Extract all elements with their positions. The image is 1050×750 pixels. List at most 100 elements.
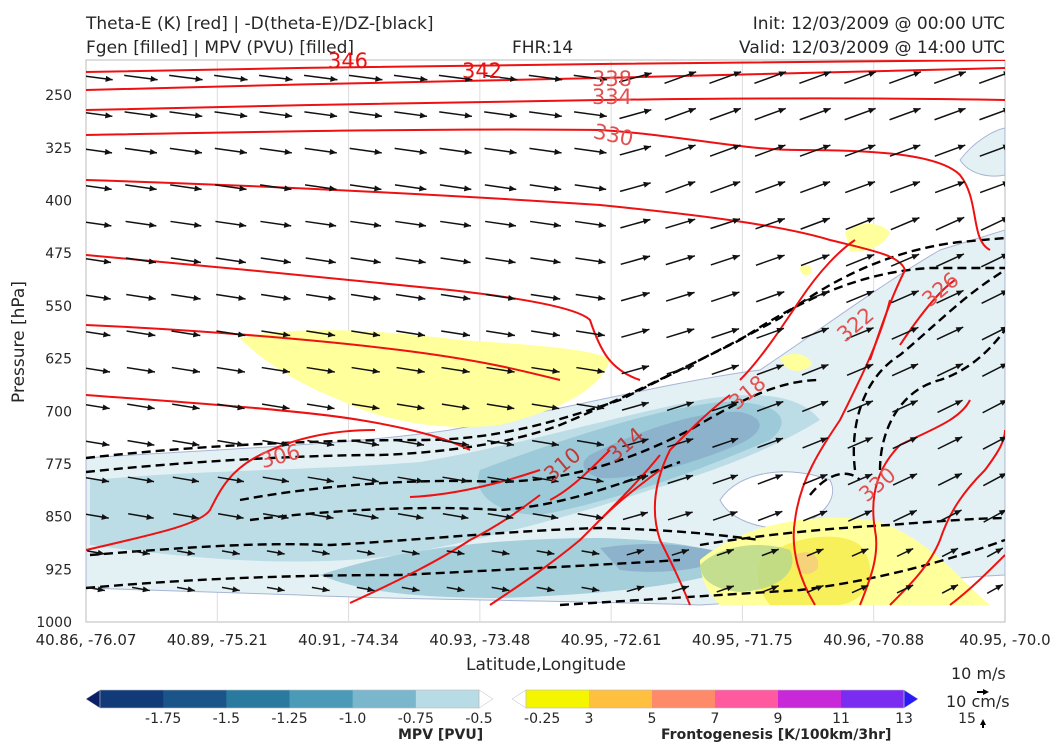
wind-vector-head [636, 549, 645, 555]
wind-vector-head [950, 584, 959, 591]
wind-vector-head [1001, 253, 1005, 260]
wind-vector-head [866, 217, 875, 224]
wind-vector-head [281, 477, 289, 484]
wind-vector-head [194, 112, 203, 119]
y-tick-label-400: 400 [45, 194, 72, 210]
wind-vector-head [237, 404, 245, 411]
wind-vector-head [909, 437, 918, 443]
wind-vector-head [815, 548, 824, 555]
fgen-fill-small-2 [780, 354, 812, 371]
colorbar-tick-label: 15 [958, 711, 976, 727]
wind-vector-head [284, 185, 292, 192]
wind-vector-head [506, 404, 515, 411]
wind-vector-head [232, 549, 240, 556]
wind-vector-head [193, 258, 201, 265]
colorbar-segment [652, 690, 716, 708]
mpv-colorbar: -1.75 -1.5 -1.25 -1.0 -0.75 -0.5 -0.25 [85, 689, 560, 727]
wind-vector-head [595, 513, 604, 520]
wind-vector-head [371, 513, 379, 520]
wind-vector-head [865, 437, 873, 444]
wind-vector-head [501, 586, 510, 593]
wind-vector-head [685, 511, 693, 517]
wind-vector-head [552, 331, 560, 338]
wind-vector-head [104, 221, 112, 228]
colorbar-segment [415, 690, 480, 708]
wind-vector-head [777, 144, 786, 151]
wind-vector-head [322, 586, 330, 593]
wind-vector-head [820, 437, 828, 444]
wind-vector [979, 146, 1005, 157]
wind-vector-head [236, 477, 244, 484]
wind-vector-head [97, 586, 105, 593]
wind-vector-head [554, 75, 563, 82]
colorbar-tick-label: 11 [832, 711, 850, 727]
wind-vector-head [596, 440, 604, 447]
wind-vector-head [463, 258, 471, 265]
wind-vector-head [868, 108, 876, 114]
wind-vector-head [957, 108, 966, 114]
wind-vector-head [373, 221, 382, 228]
wind-vector-head [1000, 363, 1005, 370]
wind-vector-head [284, 112, 293, 119]
wind-vector-head [461, 477, 469, 484]
wind-vector-head [415, 513, 424, 520]
wind-vector-head [998, 509, 1005, 516]
wind-vector-head [597, 294, 606, 301]
wind-vector-head [950, 548, 959, 555]
wind-vector-head [506, 477, 514, 484]
fgen-fill-lower-orange [795, 552, 819, 575]
wind-vector-head [282, 367, 290, 374]
y-tick-label-625: 625 [45, 352, 72, 368]
wind-vector-head [955, 363, 963, 370]
y-tick-label-700: 700 [45, 404, 72, 420]
wind-vector-head [731, 328, 740, 334]
wind-vector-head [641, 328, 650, 335]
wind-vector-head [509, 112, 517, 119]
wind-vector-head [912, 144, 921, 151]
reference-arrowhead-horizontal [983, 689, 989, 695]
wind-vector-head [957, 181, 965, 187]
wind-vector-head [687, 218, 696, 225]
wind-vector-head [462, 294, 471, 301]
wind-vector-head [685, 474, 694, 481]
wind-vector-head [777, 254, 785, 261]
wind-vector-head [554, 112, 562, 119]
wind-vector-head [373, 294, 381, 301]
colorbar-segment [778, 690, 842, 708]
wind-vector-head [509, 75, 518, 82]
wind-vector-head [460, 513, 469, 520]
wind-vector-head [191, 513, 199, 520]
wind-vector-head [416, 440, 425, 447]
colorbar-segment [289, 690, 354, 708]
wind-vector-head [412, 586, 420, 593]
wind-vector-head [867, 144, 876, 151]
wind-vector-head [284, 148, 292, 155]
wind-vector-head [732, 144, 741, 151]
wind-vector-head [821, 291, 830, 297]
wind-vector-head [146, 440, 155, 447]
fgen-fill-mid-level [240, 330, 610, 428]
wind-vector-head [367, 549, 375, 556]
colorbar-tick-label: 7 [711, 711, 720, 727]
wind-vector-head [191, 477, 199, 484]
wind-vector-head [776, 291, 785, 297]
colorbar-tick-label: 3 [585, 711, 594, 727]
wind-vector-head [641, 364, 650, 371]
x-tick-label-1: 40.89, -75.21 [167, 631, 268, 649]
fgen-colorbar: 3 5 7 9 11 13 15 [511, 689, 976, 727]
wind-vector-head [506, 440, 514, 447]
wind-vector-head [102, 367, 111, 374]
wind-vector-head [596, 477, 604, 484]
wind-vector-head [372, 404, 380, 411]
wind-vector-head [149, 112, 158, 119]
wind-vector-head [328, 258, 336, 265]
colorbar-segment [352, 690, 417, 708]
wind-vector-head [283, 294, 291, 301]
wind-vector-head [462, 331, 470, 338]
contour-label-334: 334 [592, 85, 632, 109]
wind-vector-head [731, 291, 740, 298]
wind-vector-head [187, 549, 195, 556]
y-tick-label-325: 325 [45, 141, 72, 157]
wind-vector-head [142, 586, 150, 593]
wind-vector-head [820, 364, 829, 370]
